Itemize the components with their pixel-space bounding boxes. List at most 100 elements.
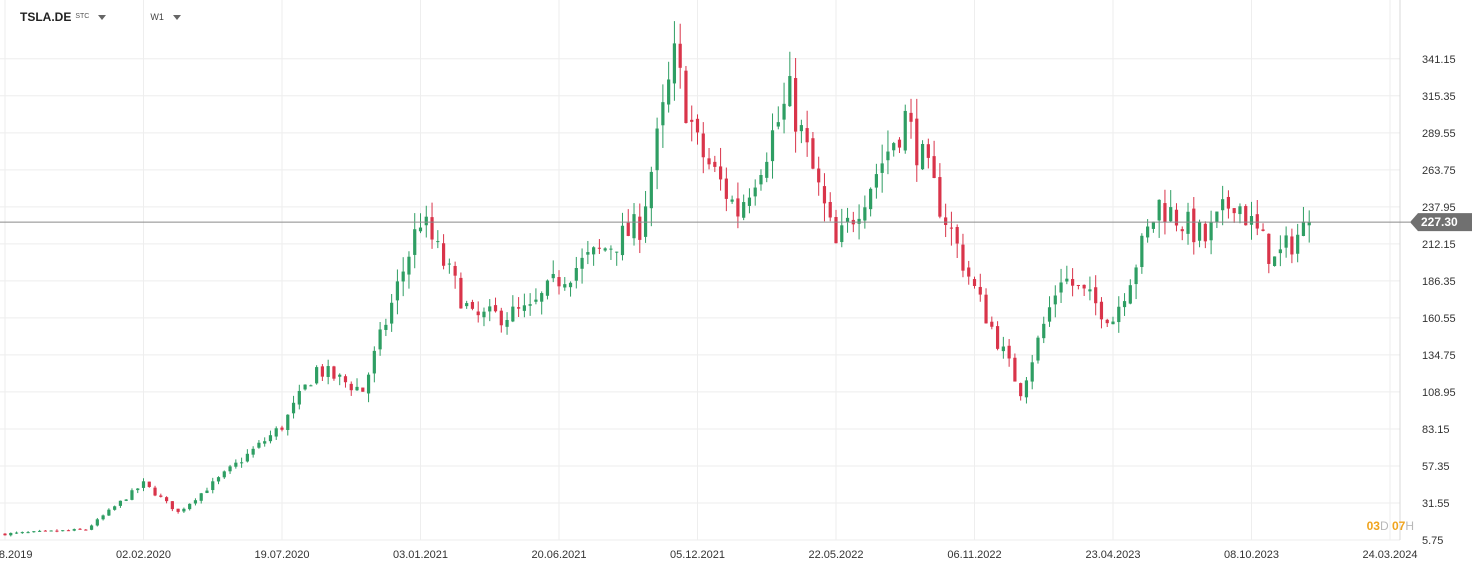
candle-body-down [909,112,913,122]
candle-body-down [1290,236,1294,255]
candle-body-up [211,481,215,491]
countdown-hours: 07 [1391,519,1406,533]
candle-body-up [274,428,278,437]
candle-body-up [1221,199,1225,211]
timeframe-label[interactable]: W1 [150,12,164,22]
candle-body-down [1099,301,1104,320]
timeframe-dropdown-icon[interactable] [172,14,181,20]
candle-body-up [234,462,238,467]
countdown-hours-unit: H [1405,519,1414,533]
candle-body-up [222,471,226,478]
candle-body-down [690,119,694,122]
candle-body-up [20,532,24,534]
candle-body-down [995,326,1000,349]
candle-body-up [661,102,665,126]
candle-body-down [961,244,965,271]
candle-body-up [643,206,648,237]
candle-body-up [1047,307,1052,322]
candle-body-up [436,241,440,243]
candle-body-up [124,499,128,501]
x-tick-label: 08.10.2023 [1224,549,1279,561]
y-tick-label: 160.55 [1422,313,1456,325]
candle-body-up [447,263,451,265]
candle-body-up [776,122,780,127]
x-tick-label: 24.03.2024 [1362,549,1417,561]
candle-body-down [1267,233,1271,264]
candle-body-up [395,281,400,301]
candle-body-up [770,130,775,162]
candle-body-up [136,488,140,491]
candle-body-up [747,197,752,206]
candle-body-down [441,243,446,266]
candle-body-up [753,187,757,197]
candle-body-down [3,533,7,536]
candle-body-up [130,490,134,500]
candle-body-down [915,118,919,166]
candle-body-up [667,79,671,105]
candle-body-down [159,495,163,497]
y-tick-label: 212.15 [1422,239,1456,251]
candle-countdown: 03D 07H [1367,519,1414,533]
candle-body-up [528,304,532,306]
candle-body-up [465,303,469,307]
symbol-label[interactable]: TSLA.DE [20,10,72,24]
candle-body-down [724,178,728,199]
symbol-dropdown-icon[interactable] [98,14,107,20]
candle-body-up [38,530,42,532]
candle-body-down [343,376,348,383]
candle-body-down [430,217,434,240]
candles-group [3,21,1311,537]
candle-body-up [505,319,509,327]
candle-body-up [482,311,486,318]
candle-body-down [794,78,798,132]
y-tick-label: 341.15 [1422,54,1456,66]
y-tick-label: 57.35 [1422,461,1450,473]
candle-body-up [603,248,607,251]
candle-body-down [1180,229,1184,232]
candle-body-up [522,305,526,311]
candle-body-down [949,227,954,229]
x-tick-label: 23.04.2023 [1085,549,1140,561]
candle-body-up [61,530,65,532]
candle-body-down [1174,209,1179,226]
candle-body-up [1088,289,1092,292]
candle-body-up [880,163,884,173]
x-tick-label: 20.06.2021 [531,549,586,561]
candle-body-up [1215,211,1219,223]
x-tick-label: 19.07.2020 [254,549,309,561]
candle-body-down [1094,287,1098,304]
candle-body-up [1117,306,1121,323]
candle-body-up [1059,282,1063,293]
candle-body-down [938,177,942,217]
candle-body-up [892,143,896,151]
candle-body-up [1065,278,1069,282]
y-tick-label: 315.35 [1422,91,1456,103]
candle-body-down [967,267,971,277]
candle-body-up [574,268,578,281]
candle-body-up [782,103,786,120]
x-tick-label: 06.11.2022 [947,549,1001,561]
candle-body-up [1301,221,1306,236]
candle-body-up [113,506,117,510]
candle-body-up [742,202,746,218]
candle-body-down [1261,229,1265,231]
candle-body-down [684,70,688,124]
candle-body-up [1307,222,1311,226]
candle-body-up [1186,211,1190,234]
candle-body-up [286,414,290,430]
candle-body-up [874,174,878,188]
y-tick-label: 83.15 [1422,424,1450,436]
current-price-badge [1410,213,1472,232]
candle-body-down [817,168,821,183]
candle-body-up [263,441,267,444]
candle-body-up [372,350,376,374]
candle-body-down [1013,357,1017,382]
candle-body-down [43,530,47,532]
candle-body-up [1169,207,1173,222]
candle-body-up [309,385,313,387]
candle-body-up [1238,206,1242,215]
candle-body-up [488,306,492,312]
candle-body-down [736,198,740,217]
candle-body-up [297,390,301,405]
